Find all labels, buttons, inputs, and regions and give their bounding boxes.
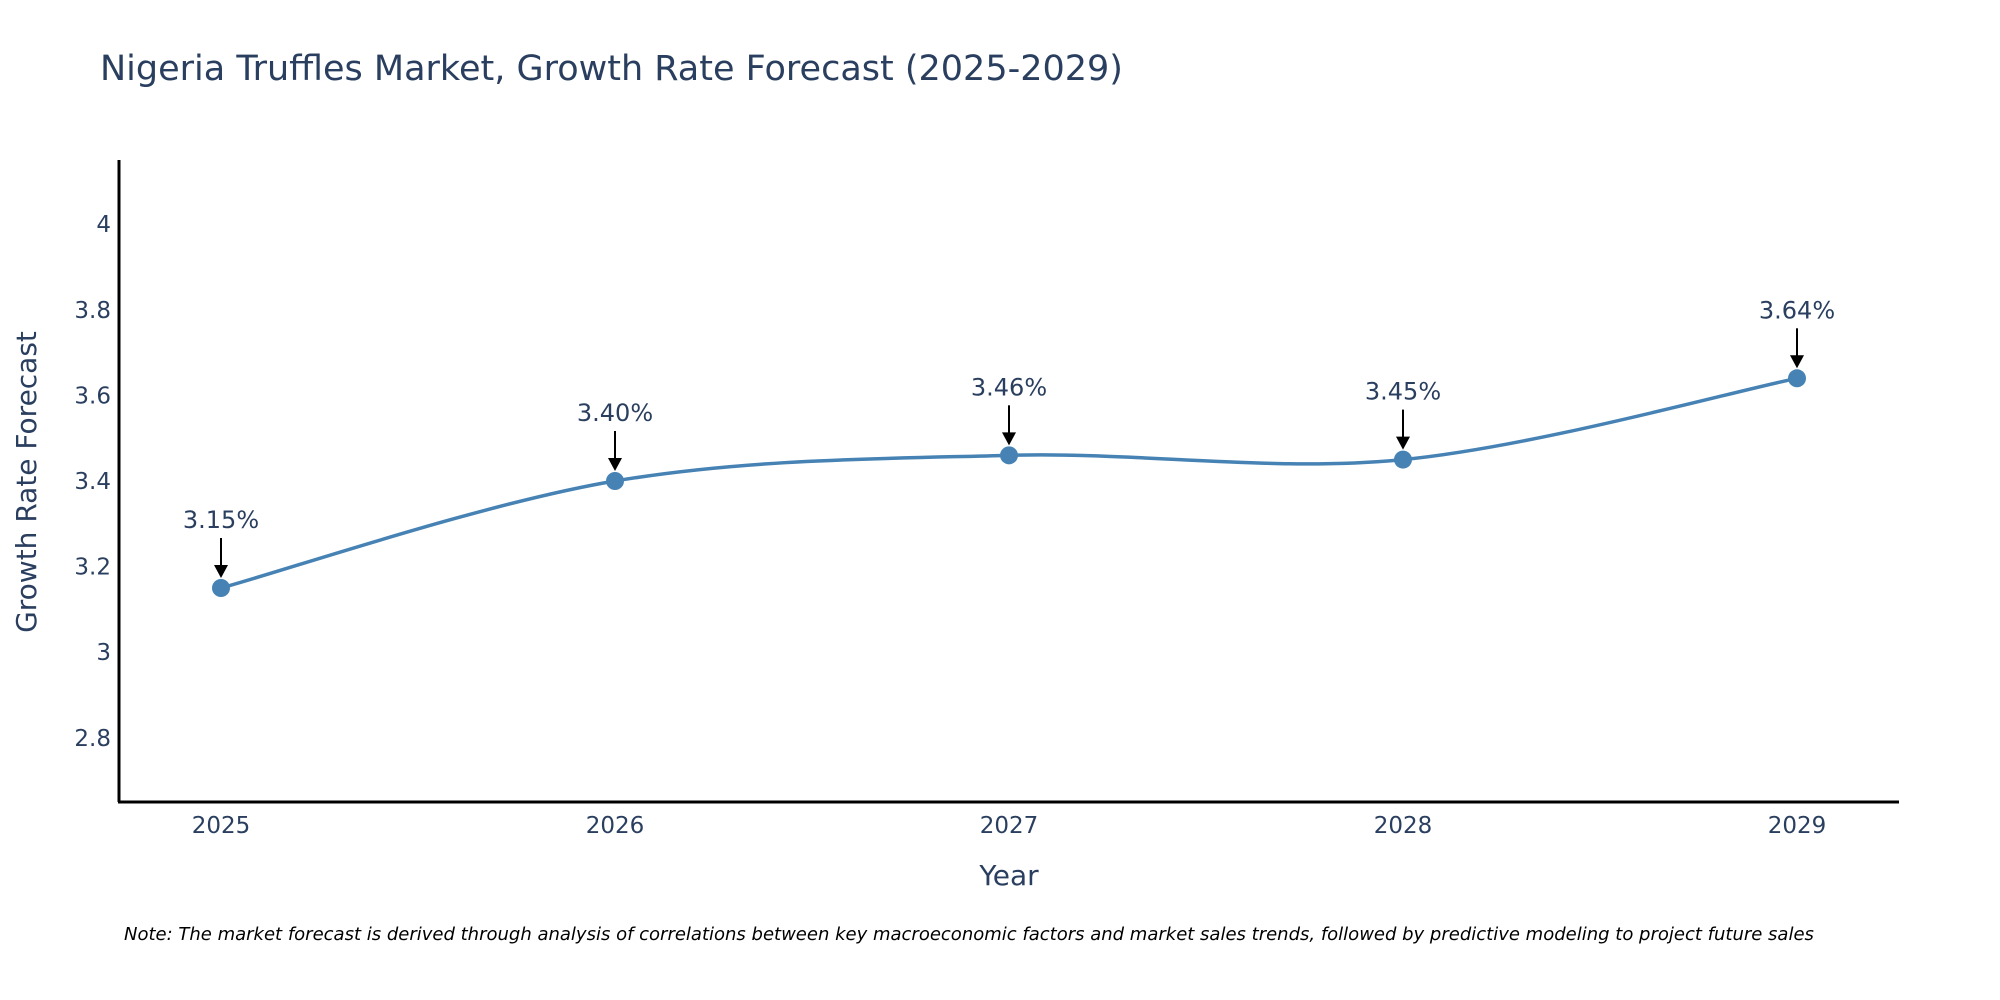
axes [117,160,1899,804]
x-tick-label: 2029 [1768,813,1827,839]
y-tick-label: 3.2 [74,555,111,581]
data-point [1000,446,1018,465]
data-point [1394,450,1412,469]
annotation-arrow-head [1002,432,1016,446]
data-point [606,472,624,490]
x-tick-label: 2027 [980,813,1039,839]
y-tick-labels: 2.8 3 3.2 3.4 3.6 3.8 4 [74,212,111,752]
y-tick-label: 3.6 [74,383,111,409]
y-tick-label: 2.8 [74,726,111,752]
data-point-markers [212,369,1806,597]
data-label-annotations: 3.15% 3.40% 3.46% 3.45% 3.64% [183,296,1835,578]
x-axis-title: Year [978,859,1039,892]
x-tick-labels: 2025 2026 2027 2028 2029 [192,813,1827,839]
y-tick-label: 3 [96,640,111,666]
y-tick-label: 3.4 [74,469,111,495]
data-label: 3.64% [1759,296,1835,324]
data-point [1788,369,1806,388]
forecast-note: Note: The market forecast is derived thr… [124,924,1814,945]
annotation-arrow-head [608,458,622,471]
data-label: 3.15% [183,506,259,534]
annotation-arrow-head [1396,436,1410,450]
y-tick-label: 4 [96,212,111,238]
y-axis-title: Growth Rate Forecast [10,331,43,633]
x-tick-label: 2028 [1374,813,1433,839]
data-point [212,579,230,597]
data-label: 3.46% [971,373,1047,401]
data-label: 3.40% [577,399,653,427]
x-tick-label: 2025 [192,813,251,839]
chart-title: Nigeria Truffles Market, Growth Rate For… [100,49,1123,89]
y-tick-label: 3.8 [74,298,111,324]
x-tick-label: 2026 [586,813,645,839]
annotation-arrow-head [1790,355,1804,369]
annotation-arrow-head [214,565,228,578]
data-label: 3.45% [1365,378,1441,406]
